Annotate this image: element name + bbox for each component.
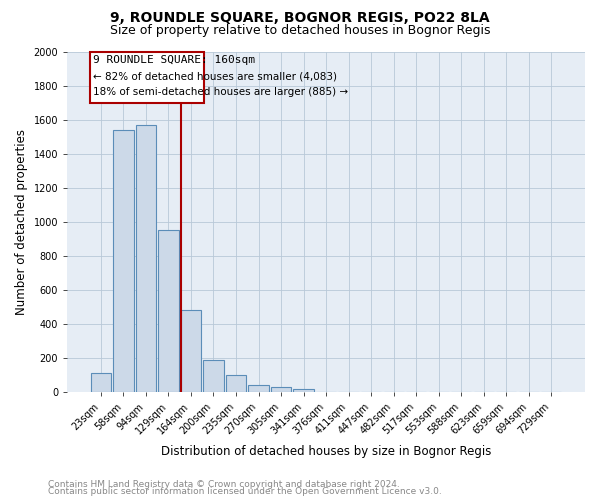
- Bar: [136, 125, 156, 392]
- Text: Size of property relative to detached houses in Bognor Regis: Size of property relative to detached ho…: [110, 24, 490, 37]
- Bar: [203, 360, 224, 392]
- Bar: [226, 375, 246, 392]
- Text: Contains public sector information licensed under the Open Government Licence v3: Contains public sector information licen…: [48, 487, 442, 496]
- Bar: [158, 230, 179, 392]
- Text: Contains HM Land Registry data © Crown copyright and database right 2024.: Contains HM Land Registry data © Crown c…: [48, 480, 400, 489]
- FancyBboxPatch shape: [90, 52, 205, 102]
- Bar: [91, 374, 111, 392]
- Text: ← 82% of detached houses are smaller (4,083): ← 82% of detached houses are smaller (4,…: [93, 72, 337, 82]
- Bar: [248, 384, 269, 392]
- Bar: [113, 130, 134, 392]
- Bar: [293, 389, 314, 392]
- X-axis label: Distribution of detached houses by size in Bognor Regis: Distribution of detached houses by size …: [161, 444, 491, 458]
- Bar: [271, 387, 291, 392]
- Text: 18% of semi-detached houses are larger (885) →: 18% of semi-detached houses are larger (…: [93, 88, 348, 98]
- Bar: [181, 310, 201, 392]
- Y-axis label: Number of detached properties: Number of detached properties: [15, 129, 28, 315]
- Text: 9 ROUNDLE SQUARE: 160sqm: 9 ROUNDLE SQUARE: 160sqm: [93, 54, 255, 64]
- Text: 9, ROUNDLE SQUARE, BOGNOR REGIS, PO22 8LA: 9, ROUNDLE SQUARE, BOGNOR REGIS, PO22 8L…: [110, 12, 490, 26]
